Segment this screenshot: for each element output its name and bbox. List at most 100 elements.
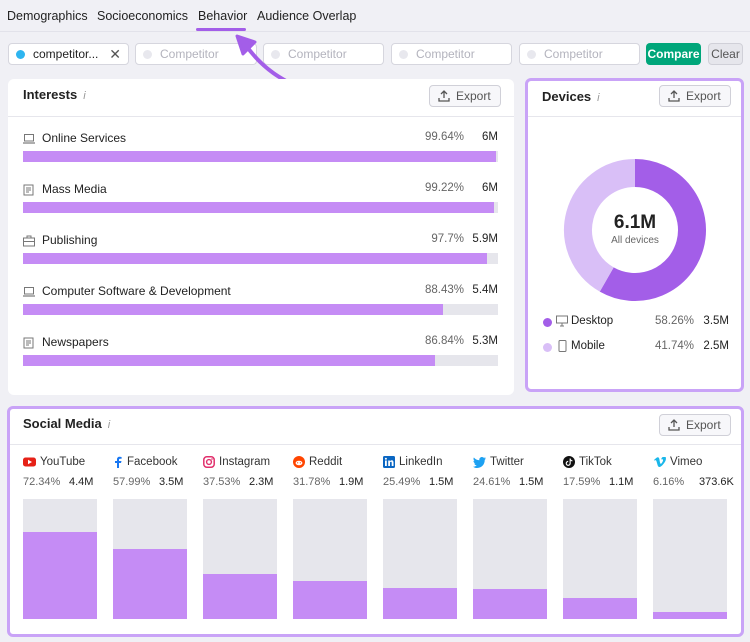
interest-row: Newspapers 86.84% 5.3M	[23, 335, 498, 371]
competitor-value: competitor...	[33, 47, 99, 61]
social-percent: 6.16%	[653, 476, 685, 488]
interest-percent: 99.22%	[424, 182, 464, 194]
social-bar-fill	[293, 580, 367, 619]
social-percent: 72.34%	[23, 476, 61, 488]
social-count: 1.1M	[609, 476, 634, 488]
social-count: 1.5M	[519, 476, 544, 488]
competitor-input-3[interactable]: Competitor	[263, 43, 384, 65]
interest-count: 5.4M	[472, 284, 498, 296]
social-item-facebook: Facebook 57.99% 3.5M	[113, 456, 191, 620]
social-item-youtube: YouTube 72.34% 4.4M	[23, 456, 101, 620]
clear-competitor-icon[interactable]: ✕	[109, 46, 121, 62]
interest-bar-track	[23, 151, 498, 162]
social-bar-track	[653, 499, 727, 619]
social-item-vimeo: Vimeo 6.16% 373.6K	[653, 456, 734, 620]
interest-row: Online Services 99.64% 6M	[23, 131, 498, 167]
devices-export-button[interactable]: Export	[659, 85, 731, 107]
interest-bar-track	[23, 304, 498, 315]
interests-divider	[8, 116, 514, 117]
competitor-placeholder: Competitor	[288, 47, 347, 61]
interest-percent: 88.43%	[424, 284, 464, 296]
donut-slice-desktop	[599, 159, 706, 301]
interests-title: Interests i	[23, 87, 86, 102]
social-item-reddit: Reddit 31.78% 1.9M	[293, 456, 371, 620]
interest-bar-fill	[23, 202, 495, 213]
competitor-color-dot	[399, 49, 408, 59]
info-icon[interactable]: i	[83, 90, 86, 102]
instagram-icon	[203, 456, 215, 468]
social-count: 373.6K	[699, 476, 734, 488]
competitor-color-dot	[143, 49, 152, 59]
social-count: 1.9M	[339, 476, 364, 488]
devices-card	[525, 78, 744, 392]
tab-behavior[interactable]: Behavior	[198, 9, 248, 23]
tab-demographics[interactable]: Demographics	[7, 9, 88, 23]
interest-count: 5.3M	[472, 335, 498, 347]
interests-export-button[interactable]: Export	[429, 85, 501, 107]
social-export-button[interactable]: Export	[659, 414, 731, 436]
facebook-icon	[113, 456, 123, 468]
competitor-input-2[interactable]: Competitor	[135, 43, 257, 65]
social-percent: 17.59%	[563, 476, 601, 488]
social-bar-track	[113, 499, 187, 619]
interest-bar-fill	[23, 253, 488, 264]
laptop-icon	[23, 285, 35, 297]
interest-name: Newspapers	[42, 335, 109, 349]
social-bar-fill	[563, 597, 637, 619]
mobile-icon	[558, 340, 567, 352]
compare-button[interactable]: Compare	[646, 43, 701, 65]
interest-bar-track	[23, 253, 498, 264]
interest-bar-fill	[23, 151, 497, 162]
twitter-icon	[473, 456, 486, 468]
social-name: TikTok	[563, 456, 612, 468]
active-tab-indicator	[196, 28, 246, 31]
competitor-input-1[interactable]: competitor... ✕	[8, 43, 129, 65]
social-item-instagram: Instagram 37.53% 2.3M	[203, 456, 281, 620]
social-count: 2.3M	[249, 476, 274, 488]
social-name: LinkedIn	[383, 456, 442, 468]
devices-title: Devices i	[542, 89, 600, 104]
export-icon	[668, 90, 680, 102]
tab-socioeconomics[interactable]: Socioeconomics	[97, 9, 189, 23]
linkedin-icon	[383, 456, 395, 468]
social-bar-fill	[383, 588, 457, 619]
devices-legend-desktop: Desktop 58.26% 3.5M	[543, 315, 729, 331]
social-name: Twitter	[473, 456, 524, 468]
social-divider	[10, 444, 741, 445]
competitor-color-dot	[271, 49, 280, 59]
competitor-color-dot	[16, 49, 25, 59]
tiktok-icon	[563, 456, 575, 468]
social-name: Reddit	[293, 456, 342, 468]
reddit-icon	[293, 456, 305, 468]
competitor-input-4[interactable]: Competitor	[391, 43, 512, 65]
interest-name: Mass Media	[42, 182, 107, 196]
laptop-icon	[23, 132, 35, 144]
social-bar-fill	[23, 532, 97, 619]
vimeo-icon	[653, 457, 666, 467]
interests-card	[8, 79, 514, 395]
social-percent: 31.78%	[293, 476, 331, 488]
legend-dot	[543, 343, 552, 352]
newspaper-icon	[23, 336, 35, 349]
competitor-input-5[interactable]: Competitor	[519, 43, 640, 65]
interest-percent: 86.84%	[424, 335, 464, 347]
info-icon[interactable]: i	[107, 419, 111, 431]
clear-button[interactable]: Clear	[708, 43, 743, 65]
donut-slice-mobile	[564, 159, 636, 292]
interest-name: Publishing	[42, 233, 98, 247]
competitor-placeholder: Competitor	[160, 47, 219, 61]
legend-dot	[543, 318, 552, 327]
interest-percent: 99.64%	[424, 131, 464, 143]
competitor-placeholder: Competitor	[416, 47, 475, 61]
social-bar-fill	[473, 589, 547, 619]
tab-audience-overlap[interactable]: Audience Overlap	[257, 9, 357, 23]
competitor-placeholder: Competitor	[544, 47, 603, 61]
newspaper-icon	[23, 183, 35, 196]
social-media-title: Social Media i	[23, 416, 111, 431]
tabs-divider	[0, 31, 750, 32]
social-bar-track	[293, 499, 367, 619]
devices-legend-mobile: Mobile 41.74% 2.5M	[543, 340, 729, 356]
social-bar-track	[23, 499, 97, 619]
info-icon[interactable]: i	[597, 92, 600, 104]
interest-percent: 97.7%	[431, 233, 464, 245]
